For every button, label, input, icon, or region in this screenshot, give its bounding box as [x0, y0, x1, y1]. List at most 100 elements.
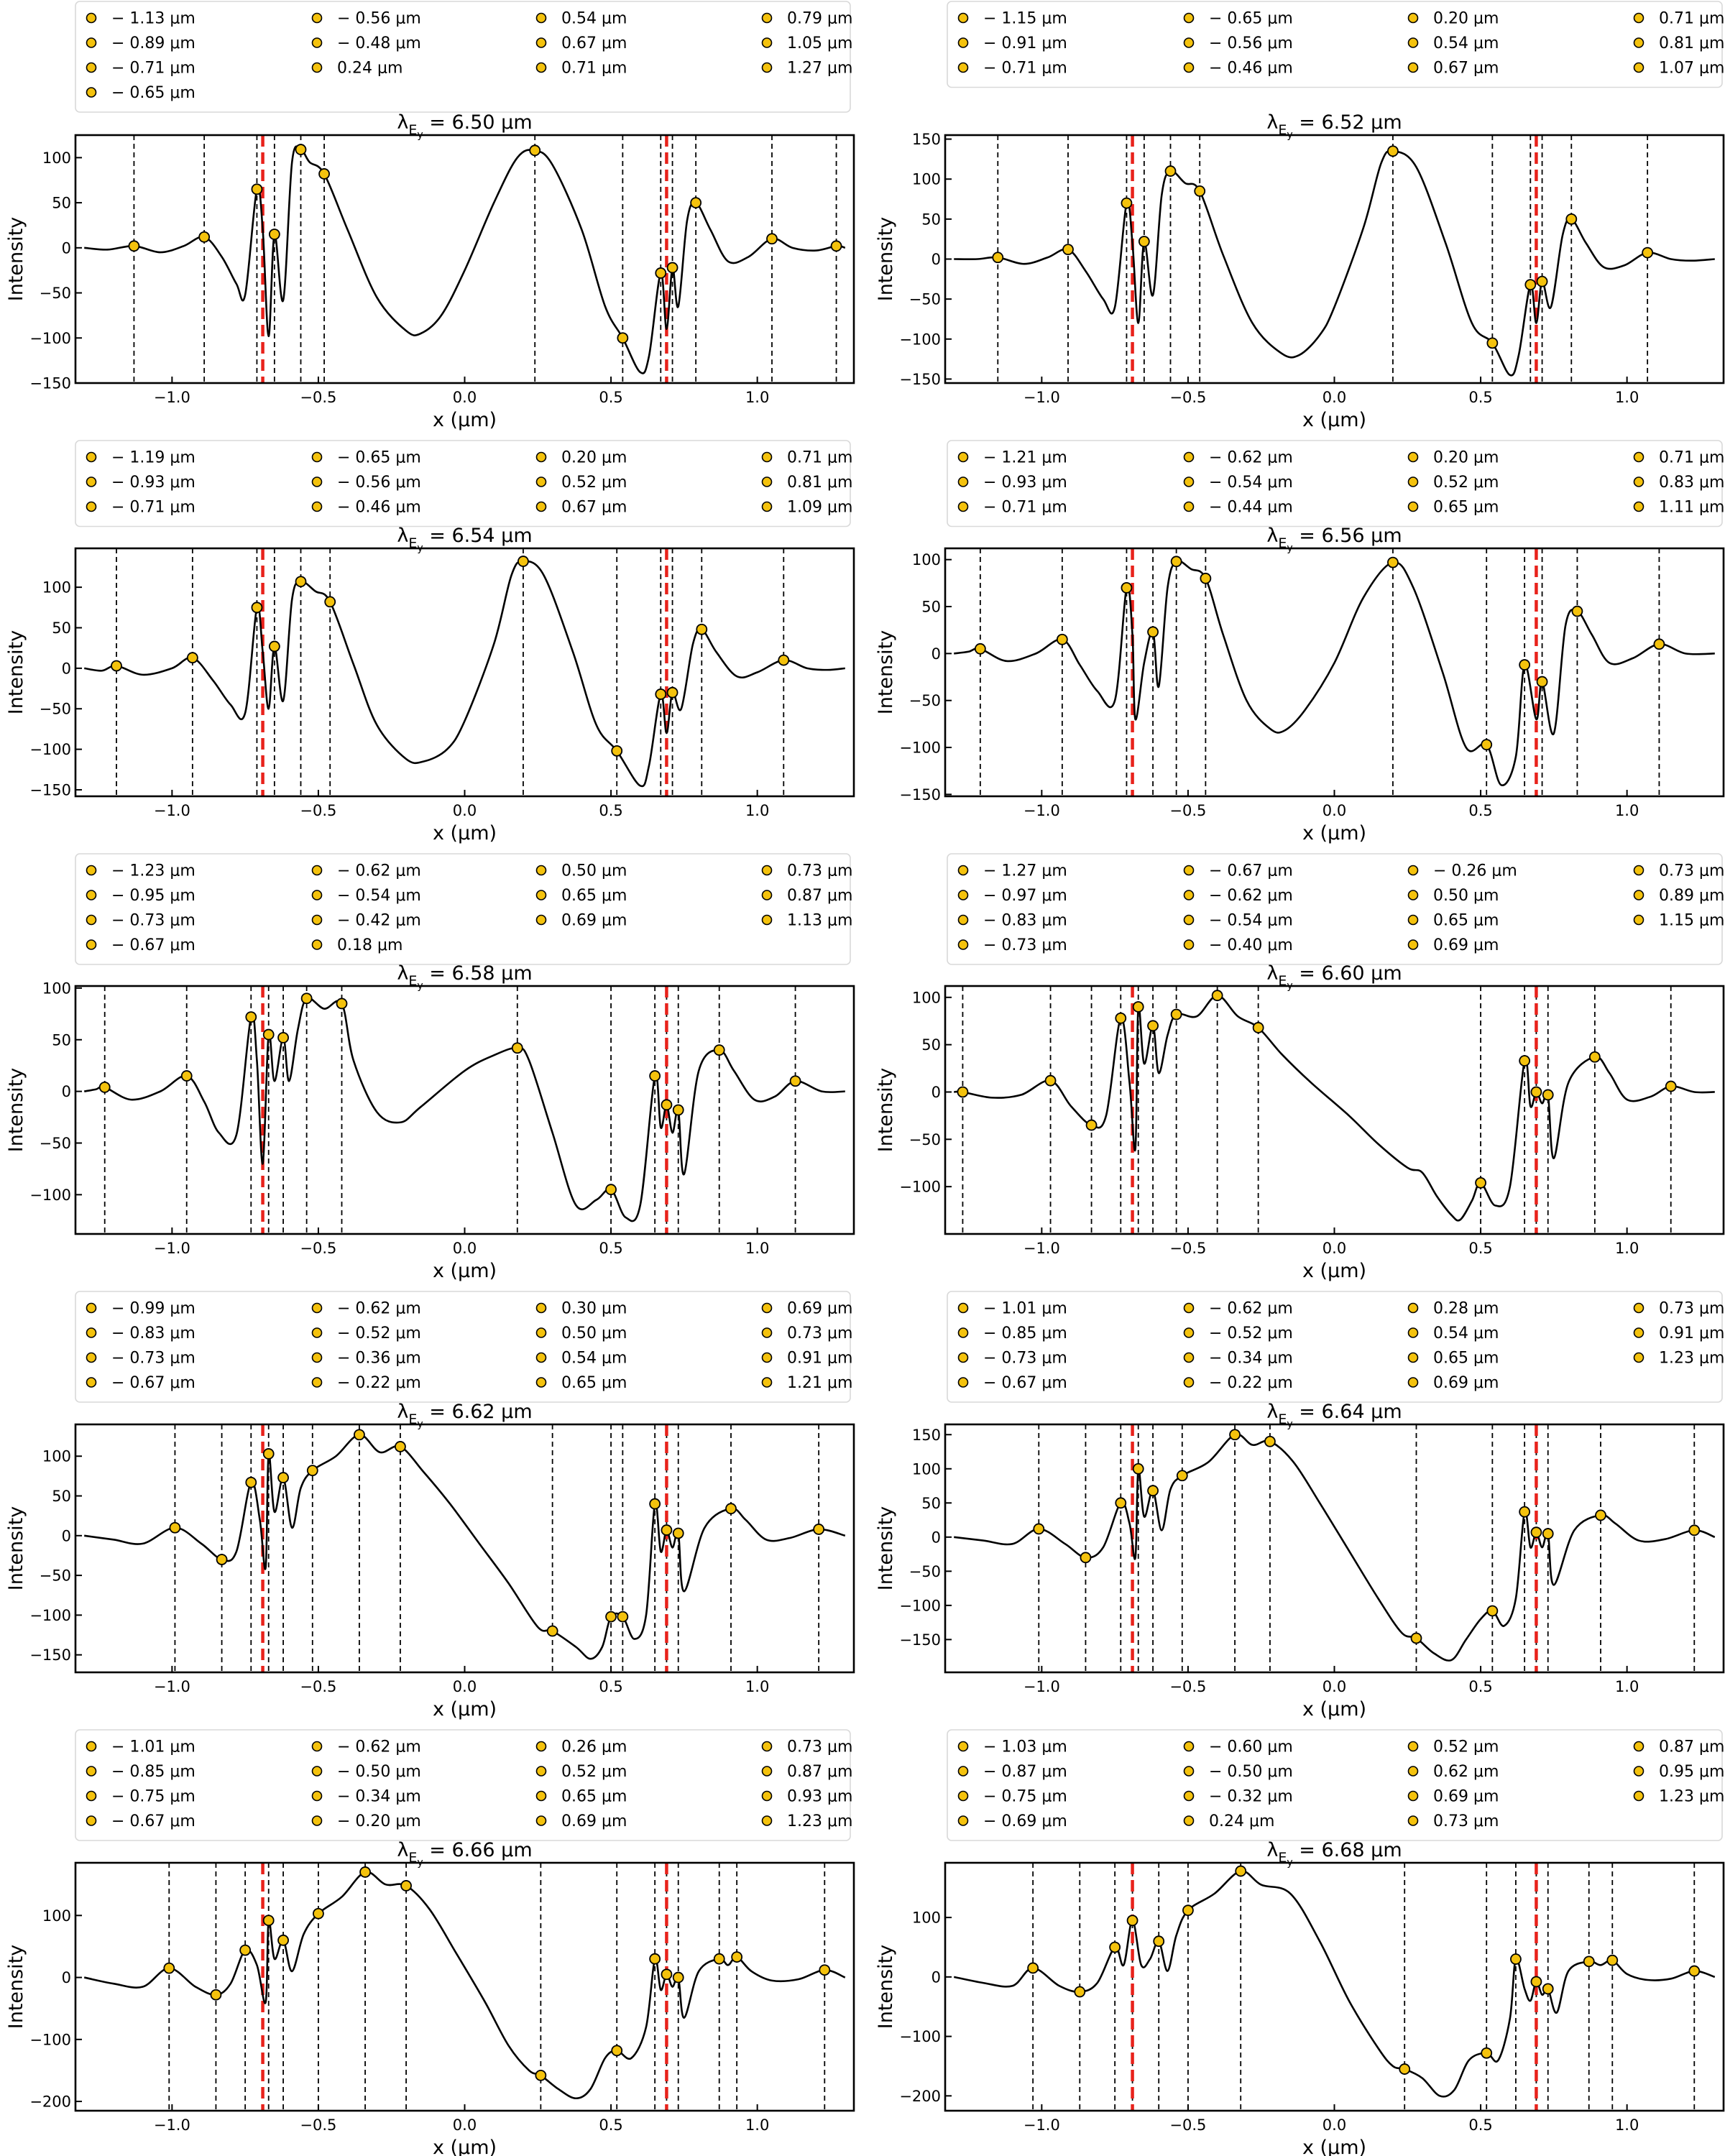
y-axis-label: Intensity — [5, 217, 27, 302]
peak-marker — [655, 688, 667, 700]
chart-title-text: λEy = 6.66 μm — [397, 1839, 532, 1869]
legend-marker — [86, 451, 97, 463]
legend-marker — [86, 890, 97, 900]
legend-entry: 0.54 μm — [561, 10, 627, 28]
legend-entry: − 0.73 μm — [983, 1350, 1067, 1368]
peak-marker — [830, 240, 842, 252]
peak-marker — [245, 1476, 257, 1488]
y-tick-label: −100 — [29, 1607, 71, 1624]
legend-marker — [1407, 1766, 1419, 1777]
y-tick-label: −100 — [29, 741, 71, 758]
legend-marker — [1183, 1741, 1195, 1752]
x-tick-label: −1.0 — [1024, 1240, 1060, 1257]
legend-marker — [86, 476, 97, 487]
legend-entry: − 0.46 μm — [1209, 60, 1293, 78]
intensity-curve — [83, 1871, 846, 2100]
legend-marker — [86, 1790, 97, 1802]
y-tick-label: −150 — [899, 786, 941, 803]
panel-3: − 1.19 μm − 0.93 μm − 0.71 μm − 0.65 μm − 0.… — [5, 440, 855, 844]
title-subscript: E — [408, 122, 417, 138]
peak-marker — [511, 1042, 523, 1054]
y-tick-label: 50 — [52, 1031, 71, 1049]
legend-entry: 0.67 μm — [561, 34, 627, 52]
legend-frame — [75, 440, 851, 528]
peak-marker — [813, 1524, 825, 1535]
legend-entry: 0.20 μm — [1433, 10, 1499, 28]
y-tick-label: −50 — [909, 291, 941, 308]
legend-marker — [1183, 501, 1195, 512]
plot-area — [83, 986, 845, 1234]
x-tick-label: 0.5 — [1468, 1240, 1492, 1257]
peak-marker — [98, 1081, 111, 1093]
legend-entry: − 0.52 μm — [1209, 1325, 1293, 1342]
peak-marker — [1132, 1001, 1144, 1013]
legend-entry: 1.27 μm — [787, 60, 852, 78]
title-subscript: E — [1278, 973, 1287, 989]
x-tick-label: 0.5 — [1468, 802, 1492, 819]
y-axis-ticks: −150 −100 −50 0 50 100 — [899, 551, 952, 803]
peak-marker — [239, 1944, 252, 1956]
legend-entry: − 0.54 μm — [337, 887, 421, 905]
x-tick-label: 0.0 — [1322, 2116, 1346, 2134]
peak-marker — [1542, 1983, 1554, 1995]
x-tick-label: 0.0 — [453, 389, 477, 406]
legend-marker — [957, 865, 969, 876]
legend-marker — [761, 1815, 773, 1826]
y-tick-label: −50 — [909, 1563, 941, 1580]
legend-entry: − 0.71 μm — [983, 499, 1067, 517]
x-tick-label: −0.5 — [300, 389, 336, 406]
x-tick-label: 0.5 — [599, 1240, 622, 1257]
chart-title: λEy = 6.54 μm — [397, 525, 532, 554]
legend-marker — [311, 865, 323, 876]
legend-entry: − 0.91 μm — [983, 34, 1067, 52]
legend-entry: − 0.56 μm — [1209, 34, 1293, 52]
legend-marker — [535, 914, 547, 926]
legend-entry: − 0.44 μm — [1209, 499, 1293, 517]
peak-marker — [1121, 197, 1133, 209]
legend-marker — [86, 12, 97, 24]
y-tick-label: −150 — [29, 1646, 71, 1664]
chart-title: λEy = 6.58 μm — [397, 962, 532, 992]
plot-area — [953, 1863, 1716, 2111]
panel-10: − 1.03 μm − 0.87 μm − 0.75 μm − 0.69 μm − 0.… — [875, 1729, 1724, 2156]
peak-marker — [1595, 1509, 1606, 1521]
x-tick-label: −1.0 — [154, 389, 190, 406]
legend-frame — [947, 440, 1723, 528]
peak-marker — [1056, 633, 1068, 645]
legend-marker — [1407, 1790, 1419, 1802]
legend-marker — [957, 914, 969, 926]
peak-marker — [974, 642, 986, 655]
legend-marker — [957, 12, 969, 24]
legend-marker — [311, 1327, 323, 1338]
legend-entry: − 0.83 μm — [111, 1325, 196, 1342]
peak-marker — [318, 168, 330, 180]
legend-marker — [535, 1790, 547, 1802]
legend-marker — [535, 37, 547, 48]
legend-marker — [1183, 914, 1195, 926]
legend-marker — [957, 1741, 969, 1752]
x-tick-label: −1.0 — [154, 1678, 190, 1695]
legend-marker — [1183, 451, 1195, 463]
legend-marker — [1633, 451, 1644, 463]
y-axis-label: Intensity — [5, 1506, 27, 1591]
y-axis-label: Intensity — [875, 217, 897, 302]
x-tick-label: 0.5 — [1468, 1678, 1492, 1695]
peak-marker — [725, 1503, 737, 1515]
axes-frame — [944, 134, 1725, 384]
legend-entry: − 0.67 μm — [1209, 862, 1293, 880]
peak-marker — [128, 240, 140, 252]
legend-entry: 0.87 μm — [1659, 1738, 1724, 1756]
title-value: = 6.56 μm — [1293, 525, 1402, 547]
x-axis-label: x (μm) — [1302, 822, 1366, 844]
legend-entry: 0.50 μm — [561, 862, 627, 880]
title-value: = 6.68 μm — [1293, 1839, 1402, 1861]
legend-marker — [86, 1815, 97, 1826]
peak-marker — [1147, 626, 1159, 638]
legend-marker — [761, 62, 773, 73]
legend-entry: − 0.54 μm — [1209, 912, 1293, 930]
legend-entry: 0.65 μm — [1433, 499, 1499, 517]
peak-marker — [1147, 1020, 1159, 1032]
peak-marker — [1153, 1935, 1165, 1948]
y-tick-label: −50 — [40, 285, 71, 302]
legend-frame — [947, 1729, 1723, 1841]
